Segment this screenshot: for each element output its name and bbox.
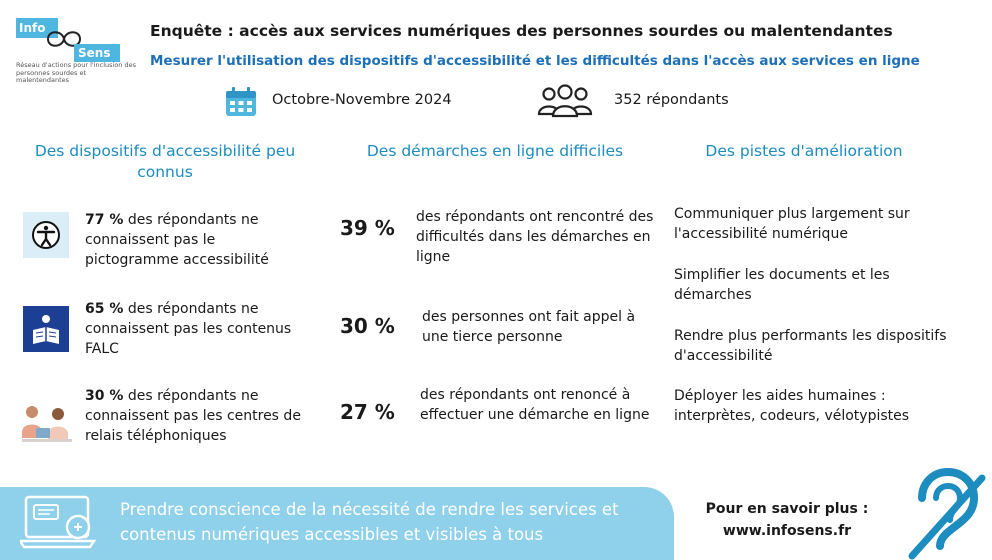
awareness-banner [0, 487, 674, 560]
stat-value-difficulties: 39 % [340, 216, 395, 240]
survey-period: Octobre-Novembre 2024 [272, 92, 452, 108]
stat-text-third-party: des personnes ont fait appel à une tierc… [422, 309, 636, 345]
respondent-count: 352 répondants [614, 92, 729, 108]
calendar-icon [226, 87, 256, 116]
logo-tagline: Réseau d'actions pour l'inclusion des pe… [16, 61, 136, 84]
page-subtitle: Mesurer l'utilisation des dispositifs d'… [150, 53, 920, 69]
logo-infinity-icon [46, 31, 82, 47]
stat-value: 77 % [85, 212, 124, 228]
stat-value: 65 % [85, 301, 124, 317]
banner-message: Prendre conscience de la nécessité de re… [120, 500, 619, 544]
improvement-item: Simplifier les documents et les démarche… [674, 267, 890, 303]
heading-improvements: Des pistes d'amélioration [705, 142, 903, 160]
logo-word-info: Info [16, 18, 58, 38]
stat-text-difficulties: des répondants ont rencontré des difficu… [416, 209, 654, 265]
stat-text-gave-up: des répondants ont renoncé à effectuer u… [420, 387, 650, 423]
hearing-loop-icon [908, 468, 986, 560]
improvement-item: Rendre plus performants les dispositifs … [674, 328, 947, 364]
stat-falc: 65 % des répondants ne connaissent pas l… [85, 299, 300, 359]
heading-accessibility-devices: Des dispositifs d'accessibilité peu conn… [34, 142, 296, 181]
more-info-label: Pour en savoir plus : [705, 501, 869, 517]
infosens-logo: Info Sens Réseau d'actions pour l'inclus… [16, 18, 136, 88]
stat-value-gave-up: 27 % [340, 400, 395, 424]
page-title: Enquête : accès aux services numériques … [150, 22, 893, 40]
relay-center-icon [18, 398, 76, 446]
stat-relay-centers: 30 % des répondants ne connaissent pas l… [85, 386, 325, 446]
stat-value-third-party: 30 % [340, 314, 395, 338]
laptop-chat-icon [20, 495, 97, 549]
accessibility-pictogram-icon [23, 212, 69, 258]
respondents-group-icon [537, 84, 593, 118]
logo-word-sens: Sens [74, 44, 120, 62]
falc-pictogram-icon [23, 306, 69, 352]
improvement-item: Communiquer plus largement sur l'accessi… [674, 206, 910, 242]
stat-text: des répondants ne connaissent pas le pic… [85, 212, 269, 268]
stat-text: des répondants ne connaissent pas les co… [85, 301, 292, 357]
heading-online-procedures: Des démarches en ligne difficiles [366, 142, 624, 160]
improvement-item: Déployer les aides humaines : interprète… [674, 388, 910, 424]
website-link[interactable]: www.infosens.fr [722, 523, 852, 539]
stat-text: des répondants ne connaissent pas les ce… [85, 388, 301, 444]
stat-value: 30 % [85, 388, 124, 404]
more-info: Pour en savoir plus : www.infosens.fr [702, 498, 872, 542]
stat-accessibility-pictogram: 77 % des répondants ne connaissent pas l… [85, 210, 300, 270]
